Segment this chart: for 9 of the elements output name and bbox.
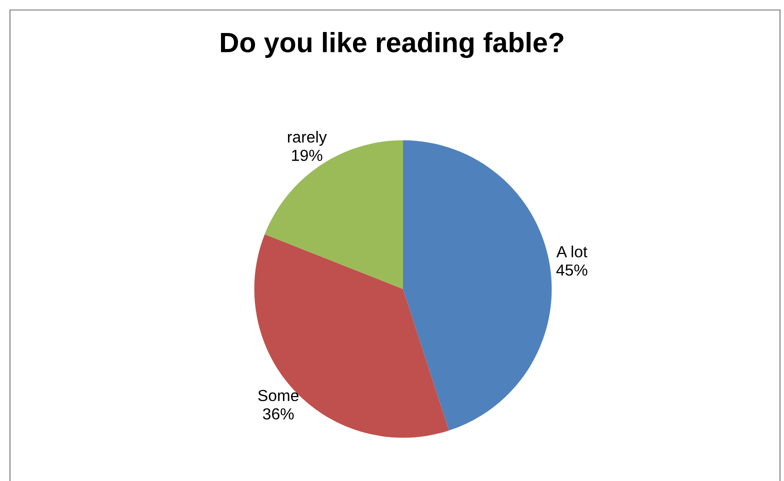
pie-slice (403, 140, 552, 430)
slice-label: rarely (288, 130, 327, 146)
data-label: 19% (292, 150, 322, 162)
data-label: 45% (556, 264, 588, 276)
slice-label: Some (258, 390, 298, 402)
pie-slice (254, 234, 449, 438)
chart-title: Do you like reading fable? (221, 32, 564, 58)
data-label: 36% (262, 408, 294, 420)
slice-label: A lot (556, 246, 588, 258)
